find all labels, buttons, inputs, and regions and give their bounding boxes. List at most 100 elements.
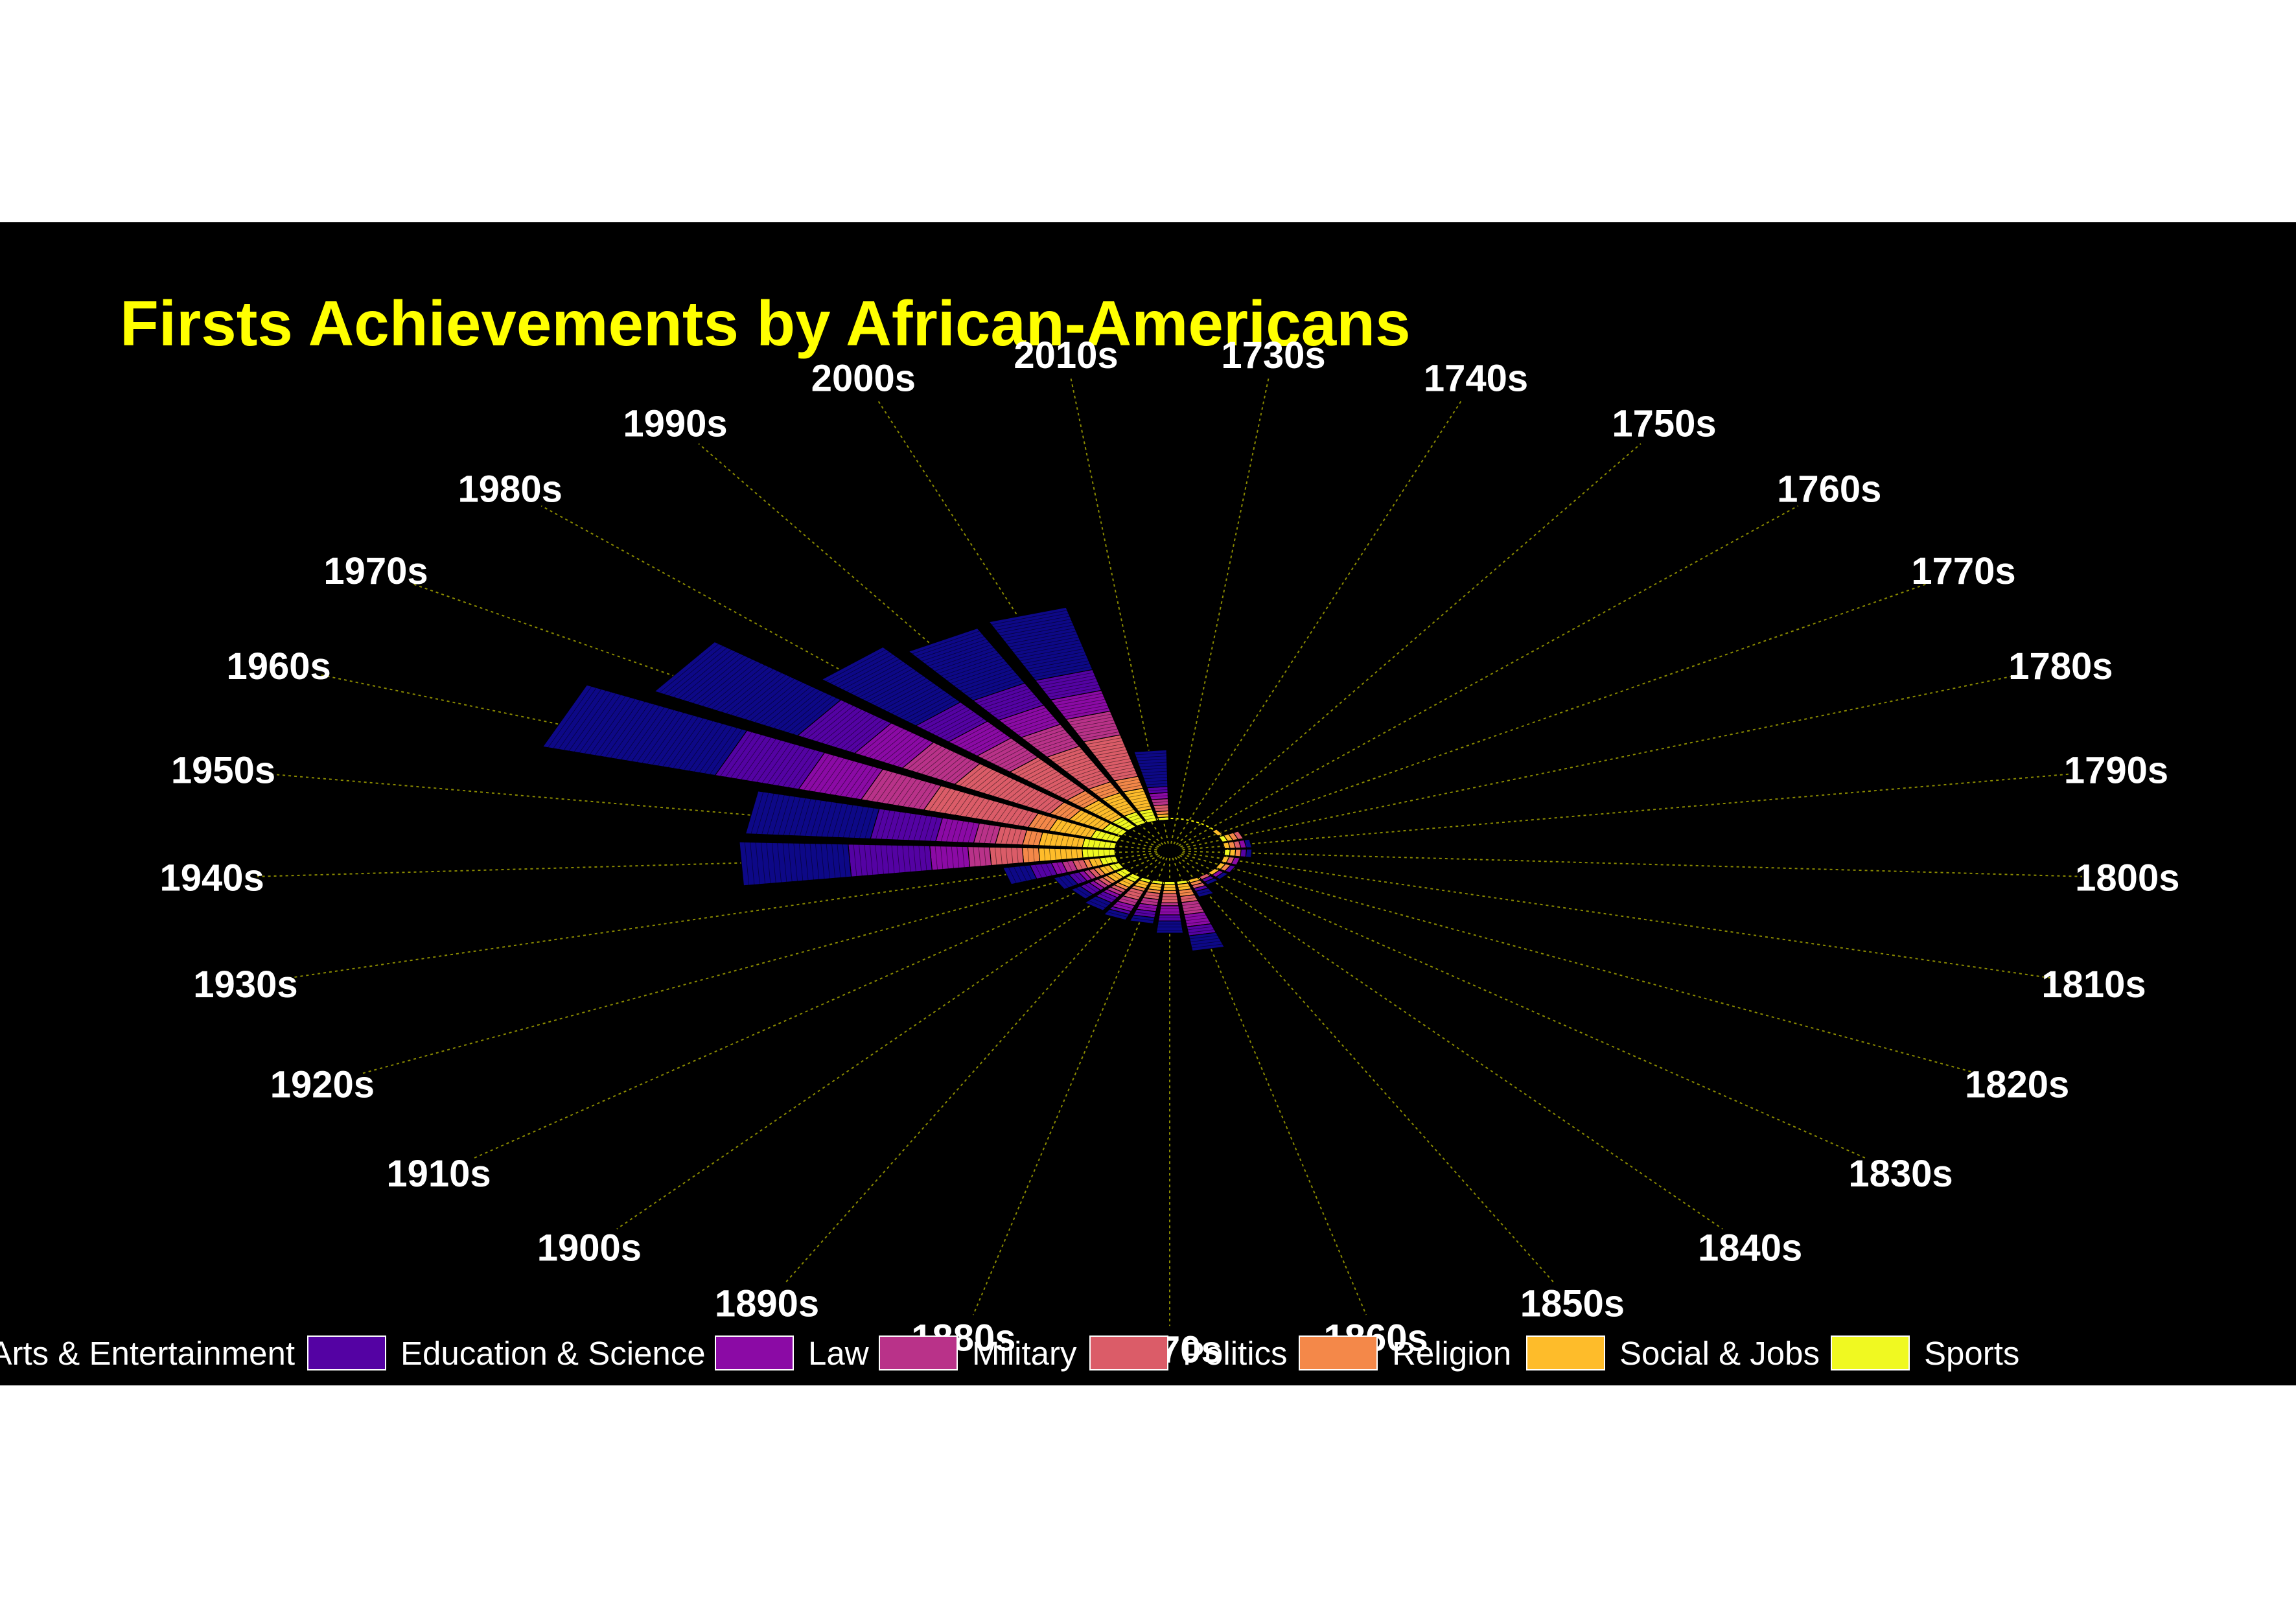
decade-label-1950s: 1950s xyxy=(171,749,275,791)
bar-unit-line xyxy=(1179,891,1193,894)
bar-unit-line xyxy=(702,661,757,707)
bar-unit-line xyxy=(1144,780,1168,782)
bar-unit-line xyxy=(1101,832,1107,840)
bar-unit-line xyxy=(1095,807,1109,815)
bar-unit-line xyxy=(919,815,927,841)
bar-unit-line xyxy=(726,670,778,714)
bar-unit-line xyxy=(979,824,985,844)
bar-unit-line xyxy=(1052,693,1103,703)
bar-unit-line xyxy=(1037,672,1094,684)
bar-unit-line xyxy=(1128,875,1138,880)
bar-unit-line xyxy=(1040,798,1056,811)
bar-unit-line xyxy=(1111,873,1120,880)
bar-unit-line xyxy=(897,778,918,806)
bar-unit-line xyxy=(610,702,651,759)
bar-unit-line xyxy=(1046,778,1069,791)
bar-unit-line xyxy=(558,689,602,750)
bar-unit-line xyxy=(1024,726,1063,741)
bar-unit-line xyxy=(1042,776,1065,789)
bar-unit-line xyxy=(1048,687,1100,698)
bar-unit-line xyxy=(1144,894,1160,897)
gridline-1770s xyxy=(1180,583,1927,848)
bar-unit-line xyxy=(1014,759,1042,774)
bar-unit-line xyxy=(1134,802,1150,807)
bar-unit-line xyxy=(992,699,1039,716)
bar-unit-line xyxy=(699,726,733,773)
bar-unit-line xyxy=(940,716,981,738)
bar-unit-line xyxy=(1078,813,1090,823)
bar-unit-line xyxy=(1011,715,1054,731)
bar-unit-line xyxy=(1109,850,1110,856)
bar-unit-line xyxy=(1037,737,1073,750)
bar-unit-line xyxy=(871,772,893,802)
bar-unit-line xyxy=(994,847,997,865)
legend-label-education-science: Education & Science xyxy=(400,1335,706,1372)
bar-unit-line xyxy=(1095,749,1127,756)
bar-unit-line xyxy=(1066,762,1094,772)
decade-label-1740s: 1740s xyxy=(1424,358,1528,400)
bar-unit-line xyxy=(907,845,911,872)
bar-unit-line xyxy=(1054,834,1059,847)
bar-unit-line xyxy=(794,798,806,836)
bar-1940s-religion xyxy=(1021,847,1041,864)
bar-unit-line xyxy=(1190,941,1222,945)
bar-unit-line xyxy=(1060,835,1064,847)
bar-unit-line xyxy=(809,843,814,881)
bar-unit-line xyxy=(787,749,815,788)
gridline-1920s xyxy=(362,853,1159,1074)
bar-unit-line xyxy=(969,680,1023,699)
bar-unit-line xyxy=(1005,847,1008,864)
bar-unit-line xyxy=(1188,929,1215,933)
bar-unit-line xyxy=(897,812,906,840)
bar-unit-line xyxy=(927,644,992,667)
bar-unit-line xyxy=(878,732,913,761)
bar-unit-line xyxy=(970,798,985,818)
bar-unit-line xyxy=(1000,827,1006,844)
bar-unit-line xyxy=(721,668,774,713)
bar-unit-line xyxy=(1104,857,1109,864)
bar-unit-line xyxy=(720,732,752,777)
bar-unit-line xyxy=(1138,761,1167,765)
bar-unit-line xyxy=(1109,842,1111,849)
bar-unit-line xyxy=(842,804,853,838)
bar-unit-line xyxy=(1107,825,1115,832)
bar-unit-line xyxy=(1065,836,1069,847)
bar-unit-line xyxy=(1019,866,1027,881)
decade-label-1800s: 1800s xyxy=(2075,857,2179,899)
bar-1830s-arts-entertainment xyxy=(1215,872,1229,880)
bar-unit-line xyxy=(1098,849,1100,857)
bar-unit-line xyxy=(761,743,791,783)
bar-unit-line xyxy=(1045,800,1060,813)
chart-title: Firsts Achievements by African-Americans xyxy=(120,288,1411,359)
bar-unit-line xyxy=(911,746,942,772)
bar-unit-line xyxy=(949,761,976,783)
bar-unit-line xyxy=(1075,887,1090,897)
bar-unit-line xyxy=(688,655,745,702)
bar-1780s-politics xyxy=(1233,831,1244,840)
bar-unit-line xyxy=(1076,725,1117,734)
bar-unit-line xyxy=(1070,717,1113,726)
bar-unit-line xyxy=(821,709,863,743)
bar-unit-line xyxy=(1107,814,1119,821)
bar-unit-line xyxy=(1027,848,1030,862)
bar-unit-line xyxy=(1121,880,1132,885)
bar-unit-line xyxy=(829,760,854,795)
bar-unit-line xyxy=(810,800,822,837)
bar-unit-line xyxy=(1125,791,1144,795)
bar-unit-line xyxy=(864,726,900,757)
bar-unit-line xyxy=(584,695,626,754)
bar-unit-line xyxy=(973,771,997,791)
bar-unit-line xyxy=(1024,654,1087,667)
bar-unit-line xyxy=(1030,663,1091,675)
bar-unit-line xyxy=(756,741,786,783)
bar-unit-line xyxy=(1183,908,1203,912)
bar-unit-line xyxy=(989,745,1021,763)
bar-unit-line xyxy=(1074,723,1116,731)
bar-unit-line xyxy=(980,800,995,820)
bar-unit-line xyxy=(923,846,927,871)
bar-unit-line xyxy=(984,824,990,844)
bar-unit-line xyxy=(579,694,621,754)
bar-unit-line xyxy=(814,756,840,792)
bar-unit-line xyxy=(787,695,833,734)
bar-unit-line xyxy=(1131,800,1148,804)
